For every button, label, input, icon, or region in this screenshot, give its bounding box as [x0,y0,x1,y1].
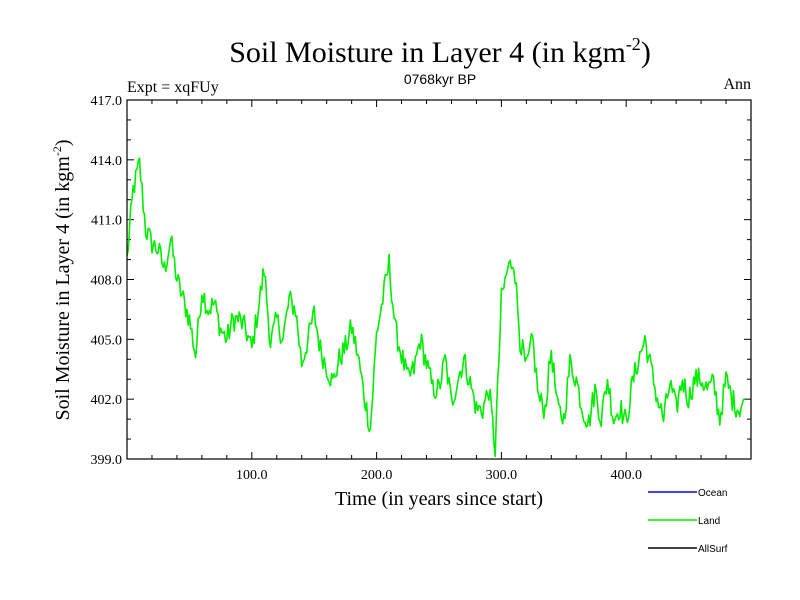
legend-label-land: Land [698,516,720,527]
experiment-label: Expt = xqFUy [127,79,219,96]
legend-label-ocean: Ocean [698,488,727,499]
x-axis: 100.0 200.0 300.0 400.0 [151,100,727,483]
y-tick-label: 399.0 [91,453,123,468]
y-axis: 399.0 402.0 405.0 408.0 411.0 414.0 417.0 [91,94,751,468]
y-axis-label: Soil Moisture in Layer 4 (in kgm-2) [50,139,74,420]
x-tick-label: 400.0 [610,468,642,483]
y-tick-label: 408.0 [91,274,123,289]
period-label: 0768kyr BP [404,71,476,87]
plot-area: 399.0 402.0 405.0 408.0 411.0 414.0 417.0 100.… [91,94,752,483]
series-line-land [126,157,745,458]
series-group [126,157,745,458]
y-tick-label: 405.0 [91,333,123,348]
plot-frame [126,99,752,460]
x-tick-label: 200.0 [361,468,393,483]
x-axis-label: Time (in years since start) [335,488,543,510]
y-tick-label: 402.0 [91,393,123,408]
y-tick-label: 411.0 [91,214,122,229]
y-tick-label: 417.0 [91,94,123,109]
chart-title: Soil Moisture in Layer 4 (in kgm-2) [229,34,651,69]
y-tick-label: 414.0 [91,154,123,169]
x-tick-label: 100.0 [236,468,268,483]
legend-label-allsurf: AllSurf [698,544,728,555]
legend: Ocean Land AllSurf [648,488,728,555]
season-label: Ann [723,76,751,93]
x-tick-label: 300.0 [486,468,518,483]
